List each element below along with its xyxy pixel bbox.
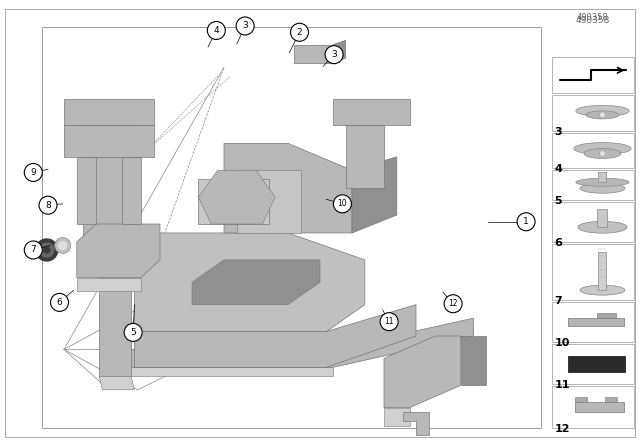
Circle shape (600, 151, 605, 156)
Circle shape (39, 196, 57, 214)
Text: 490358: 490358 (575, 16, 610, 25)
Polygon shape (134, 305, 416, 367)
Polygon shape (346, 125, 384, 188)
Bar (552, 202, 634, 242)
Polygon shape (333, 99, 410, 125)
Polygon shape (346, 112, 403, 125)
Polygon shape (575, 402, 624, 412)
Text: 6: 6 (555, 238, 563, 248)
Polygon shape (77, 224, 160, 278)
Circle shape (444, 295, 462, 313)
Circle shape (325, 46, 343, 64)
Ellipse shape (578, 221, 627, 233)
Text: 7: 7 (31, 246, 36, 254)
Circle shape (44, 247, 50, 253)
Text: 3: 3 (243, 22, 248, 30)
Polygon shape (198, 179, 269, 224)
Text: 11: 11 (385, 317, 394, 326)
Text: 6: 6 (57, 298, 62, 307)
Text: 2: 2 (297, 28, 302, 37)
Circle shape (124, 323, 142, 341)
Bar (552, 170, 634, 200)
Polygon shape (77, 278, 141, 291)
Ellipse shape (586, 111, 619, 119)
Bar (598, 209, 607, 227)
Text: 12: 12 (555, 424, 570, 434)
Polygon shape (99, 376, 134, 390)
Ellipse shape (580, 183, 625, 193)
Polygon shape (605, 397, 617, 402)
Polygon shape (224, 143, 352, 233)
Polygon shape (77, 157, 96, 224)
Text: 7: 7 (555, 296, 563, 306)
Text: 3: 3 (555, 127, 563, 137)
Circle shape (236, 17, 254, 35)
Circle shape (207, 22, 225, 39)
Bar (598, 172, 607, 182)
Polygon shape (83, 125, 134, 246)
Circle shape (40, 243, 54, 257)
Bar (552, 95, 634, 131)
Text: 3: 3 (332, 50, 337, 59)
Ellipse shape (574, 142, 631, 155)
Polygon shape (237, 170, 301, 233)
Text: 1: 1 (524, 217, 529, 226)
Text: 4: 4 (214, 26, 219, 35)
Ellipse shape (580, 285, 625, 295)
Polygon shape (64, 125, 154, 157)
Circle shape (291, 23, 308, 41)
Circle shape (59, 241, 67, 250)
Polygon shape (102, 318, 474, 367)
Bar (568, 356, 625, 372)
Polygon shape (568, 318, 624, 326)
Polygon shape (192, 260, 320, 305)
Circle shape (36, 239, 58, 261)
Text: 11: 11 (555, 380, 570, 390)
Bar (552, 386, 634, 428)
Text: 8: 8 (45, 201, 51, 210)
Bar (552, 133, 634, 168)
Polygon shape (198, 170, 275, 224)
Ellipse shape (576, 178, 629, 186)
Bar (42, 27, 541, 428)
Circle shape (517, 213, 535, 231)
Circle shape (24, 164, 42, 181)
Polygon shape (352, 157, 397, 233)
Bar (552, 57, 634, 93)
Ellipse shape (584, 149, 621, 159)
Circle shape (55, 237, 70, 254)
Text: 12: 12 (449, 299, 458, 308)
Polygon shape (333, 40, 346, 63)
Circle shape (51, 293, 68, 311)
Polygon shape (596, 313, 616, 318)
Polygon shape (384, 336, 461, 408)
Bar (552, 302, 634, 342)
Polygon shape (575, 397, 587, 402)
Ellipse shape (576, 105, 629, 116)
Polygon shape (403, 412, 429, 435)
Polygon shape (134, 233, 365, 332)
Polygon shape (64, 99, 154, 125)
Polygon shape (122, 157, 141, 224)
Polygon shape (102, 367, 333, 376)
Bar (552, 244, 634, 300)
Bar (598, 252, 607, 290)
Circle shape (600, 112, 605, 118)
Text: 4: 4 (555, 164, 563, 174)
Circle shape (380, 313, 398, 331)
Text: 10: 10 (337, 199, 348, 208)
Text: 5: 5 (555, 196, 563, 206)
Polygon shape (83, 112, 154, 125)
Polygon shape (384, 408, 410, 426)
Circle shape (333, 195, 351, 213)
Polygon shape (294, 45, 333, 63)
Text: 9: 9 (31, 168, 36, 177)
Polygon shape (461, 336, 486, 385)
Polygon shape (99, 269, 131, 376)
Text: 5: 5 (131, 328, 136, 337)
Text: 490358: 490358 (577, 13, 609, 22)
Bar (552, 344, 634, 384)
Circle shape (24, 241, 42, 259)
Text: 10: 10 (555, 338, 570, 348)
